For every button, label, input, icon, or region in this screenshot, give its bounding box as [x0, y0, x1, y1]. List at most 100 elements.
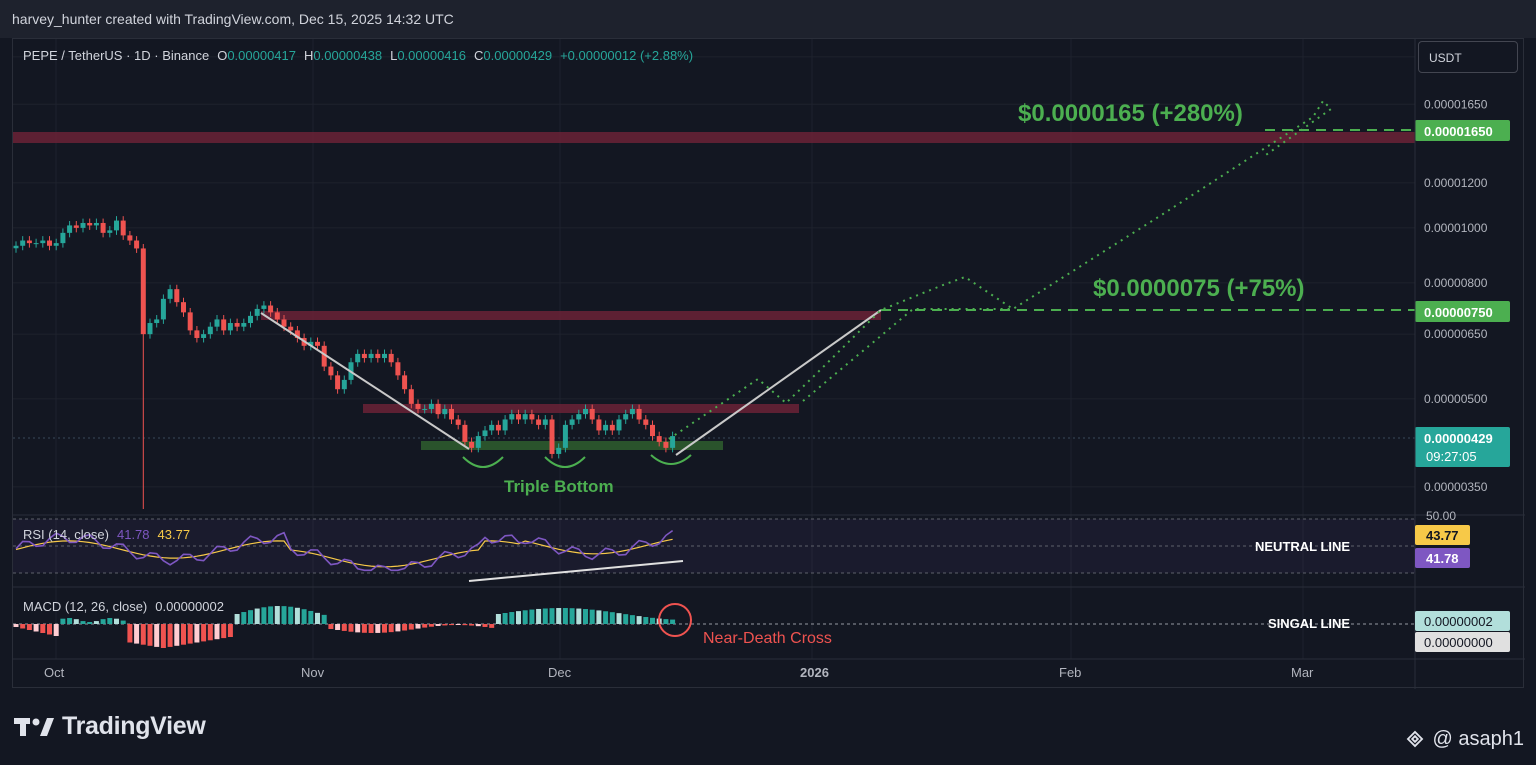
macd-bar: [522, 610, 528, 624]
macd-bar: [167, 624, 173, 647]
candle-body: [643, 419, 649, 425]
candle-body: [114, 220, 119, 231]
macd-bar: [261, 607, 267, 624]
attribution-bar: harvey_hunter created with TradingView.c…: [0, 0, 1536, 38]
macd-bar: [154, 624, 160, 647]
candle-body: [609, 424, 615, 431]
candle-body: [382, 353, 387, 359]
candle-body: [140, 248, 146, 335]
time-axis[interactable]: Oct Nov Dec 2026 Feb Mar: [44, 665, 1314, 680]
author-credit[interactable]: @ asaph1: [1403, 727, 1524, 751]
chart-frame[interactable]: $0.0000165 (+280%) $0.0000075 (+75%) Tri…: [12, 38, 1525, 689]
candle-body: [174, 289, 180, 303]
macd-bar: [603, 611, 609, 624]
macd-bar: [348, 624, 354, 632]
candle-body: [562, 424, 568, 448]
macd-bar: [382, 624, 387, 633]
candle-body: [248, 315, 253, 324]
macd-bar: [583, 609, 588, 624]
candle-body: [482, 430, 488, 437]
resistance-band-mid: [261, 311, 881, 320]
macd-bar: [87, 622, 93, 624]
candle-body: [134, 240, 140, 249]
candle-body: [435, 403, 441, 415]
macd-bar: [395, 624, 401, 632]
candle-body: [636, 408, 642, 420]
macd-bar: [562, 608, 568, 624]
neutral-line-label: NEUTRAL LINE: [1255, 539, 1350, 554]
macd-bar: [13, 624, 19, 627]
candle-body: [495, 424, 501, 431]
author-credit-text: @ asaph1: [1432, 727, 1524, 750]
macd-bar: [442, 624, 448, 626]
chart-canvas[interactable]: $0.0000165 (+280%) $0.0000075 (+75%) Tri…: [13, 39, 1525, 689]
macd-bar: [315, 612, 320, 624]
macd-bar: [663, 619, 669, 624]
candle-body: [181, 302, 186, 313]
macd-bar: [53, 624, 59, 636]
current-price-badge-text: 0.00000429: [1424, 431, 1493, 446]
candle-body: [361, 353, 367, 359]
macd-bar: [516, 611, 521, 624]
time-tick-label: Dec: [548, 665, 572, 680]
macd-bar: [670, 619, 676, 624]
macd-bar: [201, 624, 207, 642]
macd-bar: [368, 624, 374, 633]
macd-bar: [536, 608, 542, 624]
candle-body: [455, 419, 461, 425]
bottom-arc-2: [544, 456, 586, 468]
candle-body: [375, 353, 381, 359]
downtrend-line: [260, 312, 470, 450]
candle-body: [73, 225, 79, 228]
macd-bar: [241, 612, 247, 624]
candle-body: [449, 408, 454, 420]
currency-selector[interactable]: USDT: [1418, 41, 1518, 73]
macd-bar: [650, 617, 655, 624]
time-tick-label: Nov: [301, 665, 325, 680]
open-value: 0.00000417: [227, 48, 296, 63]
tradingview-logo[interactable]: TradingView: [14, 712, 206, 741]
candle-body: [475, 436, 481, 448]
candle-body: [522, 414, 528, 420]
candle-body: [294, 330, 300, 338]
candle-body: [576, 414, 582, 420]
macd-bar: [489, 624, 495, 628]
macd-bar: [147, 624, 153, 646]
macd-bar: [529, 609, 535, 624]
near-death-cross-label: Near-Death Cross: [703, 630, 832, 647]
candle-body: [107, 230, 113, 233]
candle-body: [341, 379, 347, 390]
candle-body: [93, 222, 99, 226]
rsi-value: 41.78: [117, 527, 150, 542]
macd-bar: [134, 624, 140, 644]
macd-bar: [469, 624, 475, 626]
macd-bar: [248, 610, 253, 624]
price-tick-label: 0.00000350: [1424, 480, 1488, 494]
macd-bar: [576, 608, 582, 624]
candle-body: [187, 312, 193, 331]
rsi-ma-value: 43.77: [158, 527, 191, 542]
macd-bar: [174, 624, 180, 646]
projection-path-mid: [668, 275, 1014, 440]
candle-body: [67, 225, 73, 233]
macd-bar: [73, 619, 79, 624]
candle-body: [80, 222, 86, 228]
macd-histogram: [13, 606, 676, 648]
candle-body: [47, 240, 52, 246]
candle-body: [428, 403, 434, 409]
rsi-band: [13, 519, 1415, 573]
rsi-axis-top: 50.00: [1426, 509, 1456, 523]
macd-bar: [47, 624, 52, 635]
candle-body: [26, 240, 32, 244]
candle-body: [596, 419, 602, 431]
macd-bar: [542, 608, 548, 624]
candle-body: [556, 447, 562, 454]
macd-bar: [93, 621, 99, 624]
close-label: C: [474, 48, 483, 63]
time-tick-label: 2026: [800, 665, 829, 680]
candle-body: [616, 419, 622, 431]
macd-bar: [274, 606, 280, 624]
macd-bar: [40, 624, 46, 633]
macd-bar: [281, 606, 287, 624]
cross-marker: [658, 603, 692, 637]
